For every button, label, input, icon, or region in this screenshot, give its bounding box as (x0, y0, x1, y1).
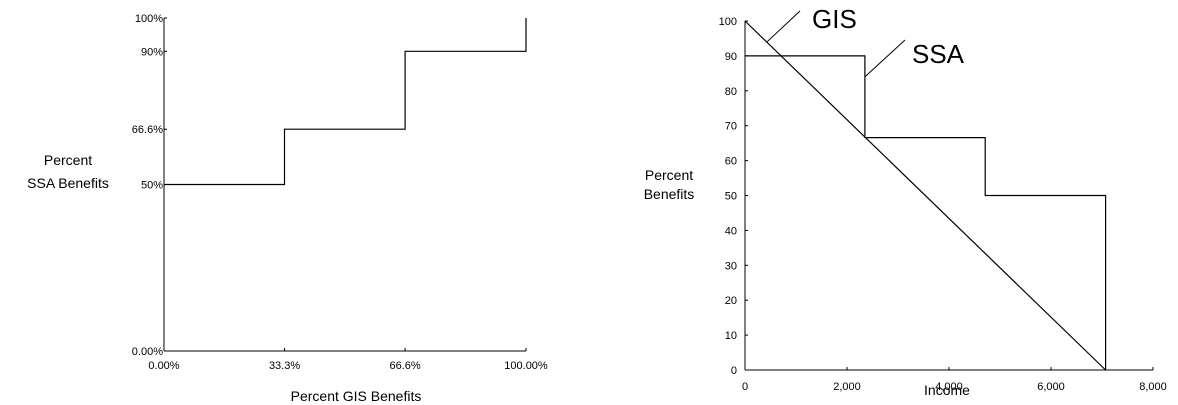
x-tick-label: 100.00% (504, 360, 548, 372)
gis-callout-leader (766, 10, 801, 43)
y-tick-label: 80 (725, 86, 737, 98)
y-tick-label: 90% (141, 46, 163, 58)
y-axis-title-line-1: Percent (645, 167, 693, 183)
y-tick-label: 70 (725, 121, 737, 133)
x-tick-label: 4,000 (935, 381, 963, 393)
x-tick-label: 6,000 (1037, 381, 1065, 393)
y-tick-label: 10 (725, 330, 737, 342)
y-tick-label: 40 (725, 225, 737, 237)
y-tick-label: 50% (141, 180, 163, 192)
y-tick-label: 100% (135, 13, 163, 25)
chart-1-ssa-vs-gis: 0.00% 50% 66.6% 90% 100% 0.00% 33.3% 66.6% 100.0… (27, 13, 548, 404)
x-axis-title: Income (924, 382, 970, 398)
x-tick-label: 0.00% (148, 360, 179, 372)
y-tick-label: 100 (719, 16, 737, 28)
x-tick-label: 0 (742, 381, 748, 393)
y-tick-label: 90 (725, 51, 737, 63)
y-tick-label: 0 (731, 365, 737, 377)
x-tick-label: 66.6% (389, 360, 420, 372)
ssa-line (745, 55, 1107, 370)
ssa-callout-leader (864, 39, 906, 78)
x-tick-label: 2,000 (833, 381, 861, 393)
y-axis-title-line-1: Percent (44, 152, 92, 168)
gis-callout-label: GIS (812, 4, 857, 34)
y-tick-label: 30 (725, 260, 737, 272)
y-tick-label: 66.6% (132, 124, 163, 136)
series-line (164, 18, 527, 186)
y-tick-label: 0.00% (132, 346, 163, 358)
ssa-callout-label: SSA (912, 39, 965, 69)
x-tick-label: 8,000 (1139, 381, 1167, 393)
x-axis-title: Percent GIS Benefits (291, 388, 422, 404)
gis-line (744, 20, 1107, 371)
y-tick-label: 20 (725, 295, 737, 307)
y-tick-label: 50 (725, 191, 737, 203)
x-tick-label: 33.3% (269, 360, 300, 372)
y-axis-title-line-2: SSA Benefits (27, 175, 109, 191)
y-tick-label: 60 (725, 156, 737, 168)
y-axis-title-line-2: Benefits (644, 186, 695, 202)
chart-2-benefits-vs-income: 0 10 20 30 40 50 60 70 80 90 100 0 2,000 4,000 6,000 8,… (644, 4, 1167, 398)
